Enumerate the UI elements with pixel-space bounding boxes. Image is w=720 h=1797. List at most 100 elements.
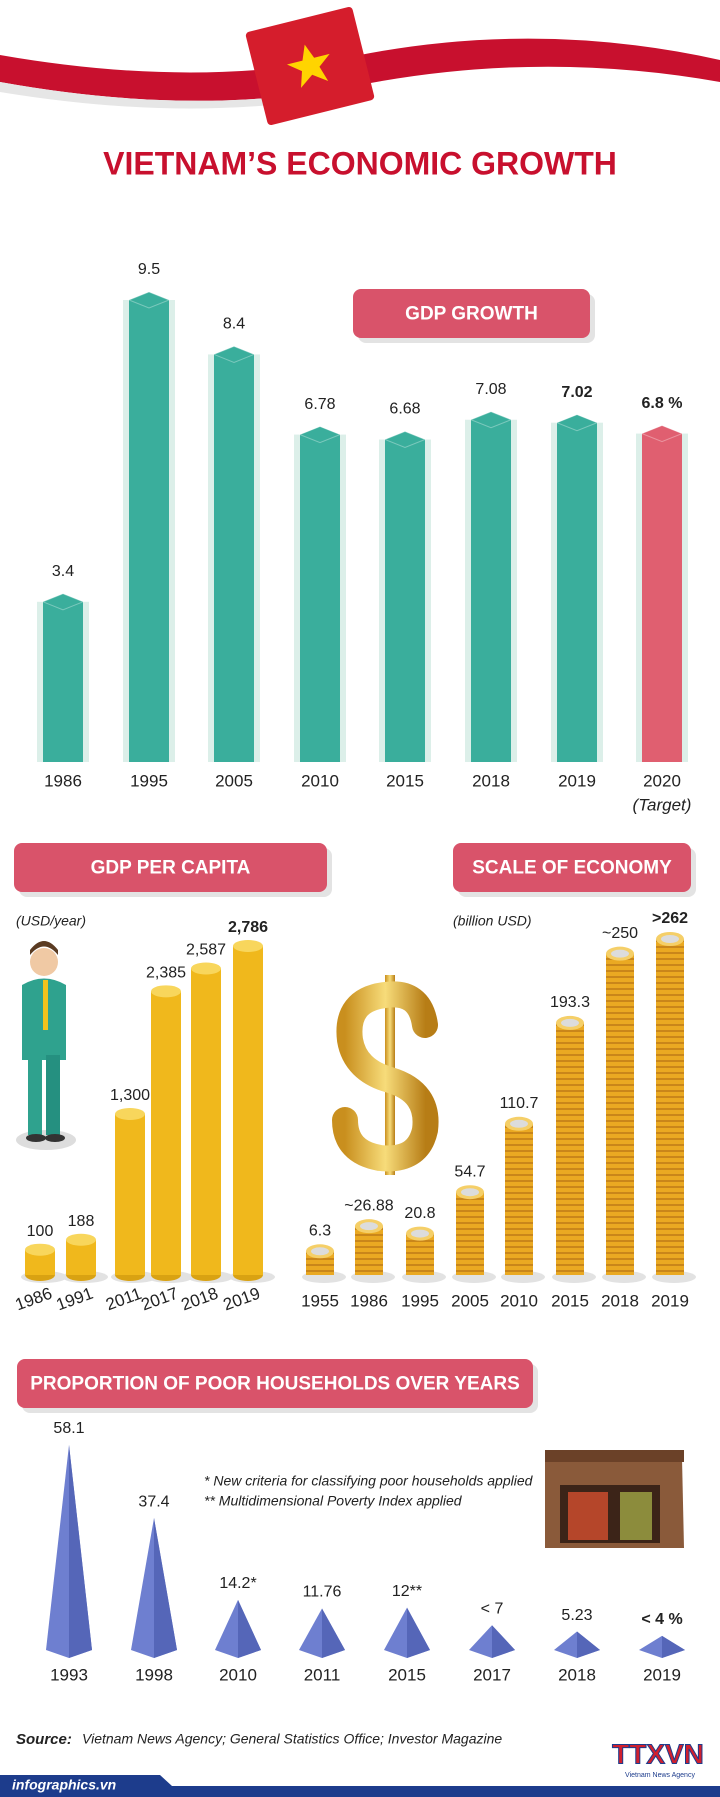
title-pill [353,289,590,338]
x-tick-label: 1993 [50,1665,88,1684]
spike-shade [407,1607,430,1658]
coin-face [661,935,679,943]
value-label: 14.2* [219,1575,256,1592]
value-label: 100 [27,1223,54,1240]
value-label: < 4 % [641,1611,682,1628]
x-tick-label: 2019 [643,1665,681,1684]
x-tick-label: 1955 [301,1291,339,1310]
bar-cap [383,430,427,449]
coin-face [461,1188,479,1197]
x-tick-label: 2015 [388,1665,426,1684]
x-tick-label: 2015 [551,1291,589,1310]
chart-title: SCALE OF ECONOMY [472,858,672,879]
bar [43,601,83,762]
value-label: 5.23 [561,1607,592,1624]
value-label: >262 [652,910,688,927]
bar-cap [115,1108,145,1121]
value-label: < 7 [481,1601,504,1618]
bar-cap [212,345,256,363]
value-label: 110.7 [500,1095,539,1112]
value-label: 11.76 [303,1584,342,1601]
bar-cap [555,414,599,432]
coin-face [360,1222,378,1231]
title-pill [453,843,691,892]
x-tick-label: 1986 [13,1284,55,1315]
person-illustration [16,941,76,1150]
value-label: 54.7 [454,1163,485,1180]
bar-cap [233,940,263,952]
x-tick-label: 2018 [472,771,510,790]
value-label: ~26.88 [344,1197,393,1214]
value-label: 20.8 [404,1205,435,1222]
spike-shade [238,1599,261,1658]
x-tick-label: 2011 [304,1665,341,1684]
footnote: * New criteria for classifying poor hous… [204,1473,534,1489]
value-label: 6.68 [389,401,420,418]
coin-face [611,949,629,958]
x-tick-label: 1986 [44,771,82,790]
x-tick-label: 1995 [401,1291,439,1310]
bar-cap [191,962,221,975]
x-tick-label: 2018 [179,1284,221,1315]
value-label: 6.3 [309,1223,331,1240]
bar [385,439,425,762]
x-tick-label: 2005 [215,771,253,790]
x-tick-label: 2019 [651,1291,689,1310]
bar-cap [298,426,342,444]
bar [642,433,682,762]
x-tick-label: 2015 [386,771,424,790]
value-label: 7.02 [561,384,592,401]
chart-title: GDP GROWTH [405,304,538,325]
coin-stack [355,1226,383,1275]
x-tick-label: 2010 [500,1291,538,1310]
value-label: 2,385 [146,965,186,982]
chart-title: PROPORTION OF POOR HOUSEHOLDS OVER YEARS [30,1374,520,1395]
bar [471,419,511,762]
x-tick-label: 2018 [558,1665,596,1684]
value-label: 7.08 [475,381,506,398]
spike-shade [662,1635,685,1658]
spike-shade [322,1608,345,1658]
coin-stack [656,939,684,1275]
spike-shade [154,1518,177,1658]
value-label: ~250 [602,925,638,942]
x-tick-label: 2020 [643,771,681,790]
x-tick-label: 2018 [601,1291,639,1310]
bar-cap [151,985,181,998]
x-tick-label: 2005 [451,1291,489,1310]
bar [214,354,254,762]
bar [557,422,597,762]
x-tick-label: 1991 [54,1284,96,1315]
coin-stack [505,1123,533,1275]
value-label: 37.4 [138,1493,169,1510]
dollar-illustration [332,975,439,1175]
title-pill [14,843,327,892]
footer-logo: TTXVN [612,1738,704,1769]
coin-stack [456,1192,484,1275]
value-label: 188 [68,1213,95,1230]
x-tick-label: 1995 [130,771,168,790]
value-label: 9.5 [138,261,160,278]
house-illustration [545,1450,684,1548]
bar [129,300,169,762]
coin-stack [556,1022,584,1275]
x-tick-label: 2017 [139,1284,181,1315]
bar [233,946,263,1275]
bar [300,434,340,762]
bar [191,968,221,1275]
bar-cap [66,1233,96,1246]
coin-face [561,1018,579,1027]
spike-shade [577,1631,600,1658]
value-label: 2,587 [186,942,226,959]
x-tick-label: 1986 [350,1291,388,1310]
x-tick-label: 2017 [473,1665,511,1684]
coin-face [510,1119,528,1128]
coin-face [411,1229,429,1238]
coin-stack [606,953,634,1275]
value-label: 193.3 [550,994,590,1011]
bar-cap [640,425,684,443]
footer-site: infographics.vn [12,1777,116,1793]
spike-shade [69,1445,92,1658]
footnote: ** Multidimensional Poverty Index applie… [204,1493,463,1509]
